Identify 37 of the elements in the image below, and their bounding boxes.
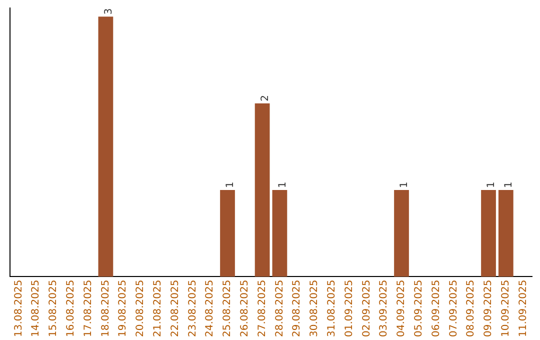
data-label: 2 [260, 94, 271, 102]
x-tick-label: 31.08.2025 [326, 280, 338, 338]
x-tick-label: 09.09.2025 [483, 280, 494, 338]
x-tick-label: 14.08.2025 [30, 280, 42, 338]
x-tick-label: 17.08.2025 [82, 280, 94, 338]
data-label: 1 [486, 182, 498, 188]
x-tick-label: 08.09.2025 [466, 280, 477, 338]
data-label: 1 [399, 182, 410, 188]
x-tick-label: 26.08.2025 [239, 280, 250, 338]
x-tick-label: 11.09.2025 [518, 280, 529, 338]
x-tick-label: 30.08.2025 [309, 280, 320, 338]
x-tick-label: 05.09.2025 [413, 280, 424, 338]
x-tick-label: 21.08.2025 [152, 280, 164, 338]
x-tick-label: 24.08.2025 [204, 280, 216, 338]
x-tick-label: 25.08.2025 [222, 280, 234, 338]
data-label: 1 [503, 182, 514, 188]
x-tick-label: 22.08.2025 [170, 280, 181, 338]
x-tick-label: 10.09.2025 [500, 280, 512, 338]
data-label: 1 [225, 182, 236, 188]
x-tick-label: 04.09.2025 [396, 280, 408, 338]
x-tick-label: 02.09.2025 [361, 280, 372, 338]
x-tick-label: 13.08.2025 [13, 280, 24, 338]
data-label: 1 [277, 182, 288, 188]
x-tick-label: 20.08.2025 [135, 280, 146, 338]
x-tick-label: 23.08.2025 [187, 280, 198, 338]
x-tick-label: 28.08.2025 [274, 280, 286, 338]
x-tick-label: 15.08.2025 [48, 280, 60, 338]
x-tick-label: 06.09.2025 [430, 280, 442, 338]
x-tick-label: 07.09.2025 [448, 280, 460, 338]
x-tick-label: 03.09.2025 [378, 280, 390, 338]
x-tick-label: 29.08.2025 [292, 280, 303, 338]
x-tick-label: 19.08.2025 [118, 280, 129, 338]
x-tick-label: 18.08.2025 [100, 280, 112, 338]
x-tick-label: 01.09.2025 [344, 280, 355, 338]
x-tick-label: 16.08.2025 [65, 280, 76, 338]
data-label: 3 [103, 8, 114, 15]
x-tick-label: 27.08.2025 [256, 280, 268, 338]
